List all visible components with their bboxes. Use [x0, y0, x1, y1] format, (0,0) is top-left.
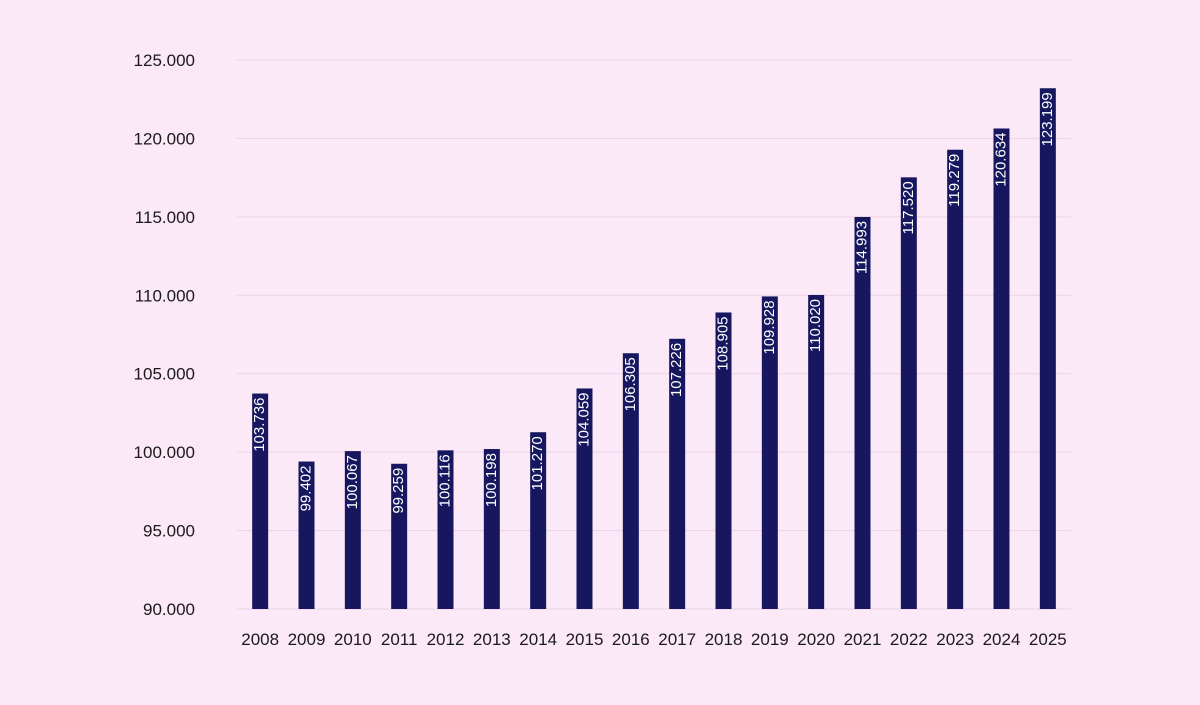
x-tick-label: 2008 [241, 630, 279, 649]
x-tick-label: 2010 [334, 630, 372, 649]
bar-2023 [947, 149, 964, 609]
y-tick-label: 95.000 [143, 522, 195, 541]
y-tick-label: 90.000 [143, 600, 195, 619]
data-label-2016: 106.305 [622, 357, 639, 411]
data-label-2024: 120.634 [992, 132, 1009, 186]
bar-2016 [622, 353, 639, 609]
x-tick-label: 2013 [473, 630, 511, 649]
data-label-2009: 99.402 [297, 466, 314, 512]
bar-2020 [808, 294, 825, 609]
x-tick-label: 2009 [288, 630, 326, 649]
x-tick-label: 2022 [890, 630, 928, 649]
data-label-2022: 117.520 [900, 181, 917, 234]
x-tick-label: 2025 [1029, 630, 1067, 649]
x-tick-label: 2023 [936, 630, 974, 649]
y-axis-ticks: 90.000 95.000 100.000 105.000 110.000 115.000… [134, 51, 195, 619]
x-tick-label: 2018 [705, 630, 743, 649]
x-tick-label: 2017 [658, 630, 696, 649]
bar-2012 [437, 450, 454, 609]
data-label-2017: 107.226 [668, 343, 685, 397]
bar-2021 [854, 216, 871, 609]
x-tick-label: 2016 [612, 630, 650, 649]
x-tick-label: 2019 [751, 630, 789, 649]
y-tick-label: 120.000 [134, 129, 195, 148]
bar-2025 [1039, 88, 1056, 609]
data-label-2021: 114.993 [853, 221, 870, 274]
y-tick-label: 125.000 [134, 51, 195, 70]
data-label-2012: 100.116 [436, 454, 453, 507]
bar-2019 [761, 296, 778, 609]
bar-2009 [298, 461, 315, 609]
y-tick-label: 100.000 [134, 443, 195, 462]
y-tick-label: 105.000 [134, 365, 195, 384]
y-tick-label: 115.000 [135, 208, 195, 227]
data-label-2025: 123.199 [1039, 92, 1056, 146]
data-label-2013: 100.198 [483, 453, 500, 507]
data-label-2018: 108.905 [714, 316, 731, 370]
data-label-2010: 100.067 [344, 455, 361, 509]
x-tick-label: 2021 [844, 630, 882, 649]
bar-2011 [391, 463, 408, 609]
x-tick-label: 2020 [797, 630, 835, 649]
bar-2022 [900, 177, 917, 609]
bars [252, 88, 1056, 609]
x-tick-label: 2012 [427, 630, 465, 649]
bar-2008 [252, 393, 269, 609]
data-label-2020: 110.020 [807, 299, 824, 352]
data-label-2015: 104.059 [575, 392, 592, 446]
data-label-2023: 119.279 [946, 154, 963, 207]
data-label-2019: 109.928 [761, 300, 778, 354]
x-tick-label: 2024 [983, 630, 1021, 649]
x-tick-label: 2015 [566, 630, 604, 649]
bar-2010 [344, 451, 361, 609]
data-labels: 103.736 99.402 100.067 99.259 100.116 100.198… [251, 92, 1056, 513]
bar-2017 [669, 338, 686, 609]
data-label-2008: 103.736 [251, 398, 268, 452]
data-label-2011: 99.259 [390, 468, 407, 514]
x-tick-label: 2011 [381, 630, 418, 649]
bar-2014 [530, 432, 547, 609]
x-axis-ticks: 2008 2009 2010 2011 2012 2013 2014 2015 2016 2017… [241, 630, 1066, 649]
bar-2015 [576, 388, 593, 609]
gridlines [237, 59, 1071, 610]
x-tick-label: 2014 [519, 630, 557, 649]
bar-2024 [993, 128, 1010, 609]
bar-2013 [483, 449, 500, 609]
bar-2018 [715, 312, 732, 609]
data-label-2014: 101.270 [529, 436, 546, 490]
y-tick-label: 110.000 [135, 286, 195, 305]
